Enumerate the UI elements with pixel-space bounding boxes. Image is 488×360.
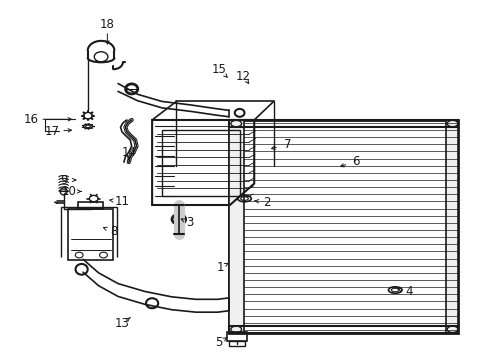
Text: 11: 11 — [114, 195, 129, 208]
Text: 7: 7 — [283, 138, 290, 151]
Text: 16: 16 — [24, 113, 39, 126]
Text: 8: 8 — [110, 225, 118, 238]
Bar — [228, 120, 458, 127]
Bar — [228, 120, 243, 333]
Bar — [228, 120, 458, 333]
Bar — [228, 341, 245, 346]
Bar — [68, 208, 113, 260]
Text: 2: 2 — [262, 195, 269, 209]
Text: 12: 12 — [236, 70, 250, 83]
Bar — [78, 202, 103, 208]
Text: 18: 18 — [100, 18, 115, 31]
Bar — [446, 120, 458, 333]
Text: 17: 17 — [45, 125, 60, 138]
Text: 3: 3 — [186, 216, 193, 229]
Text: 5: 5 — [215, 336, 223, 349]
Text: 15: 15 — [211, 63, 226, 76]
Text: 9: 9 — [60, 174, 67, 186]
Text: 1: 1 — [216, 261, 224, 274]
Bar — [228, 326, 458, 333]
Text: 4: 4 — [404, 285, 412, 298]
Bar — [162, 130, 239, 196]
Text: 14: 14 — [121, 146, 136, 159]
Text: 13: 13 — [114, 317, 129, 330]
Bar — [227, 332, 246, 342]
Text: 6: 6 — [352, 155, 359, 168]
Text: 10: 10 — [62, 185, 77, 198]
